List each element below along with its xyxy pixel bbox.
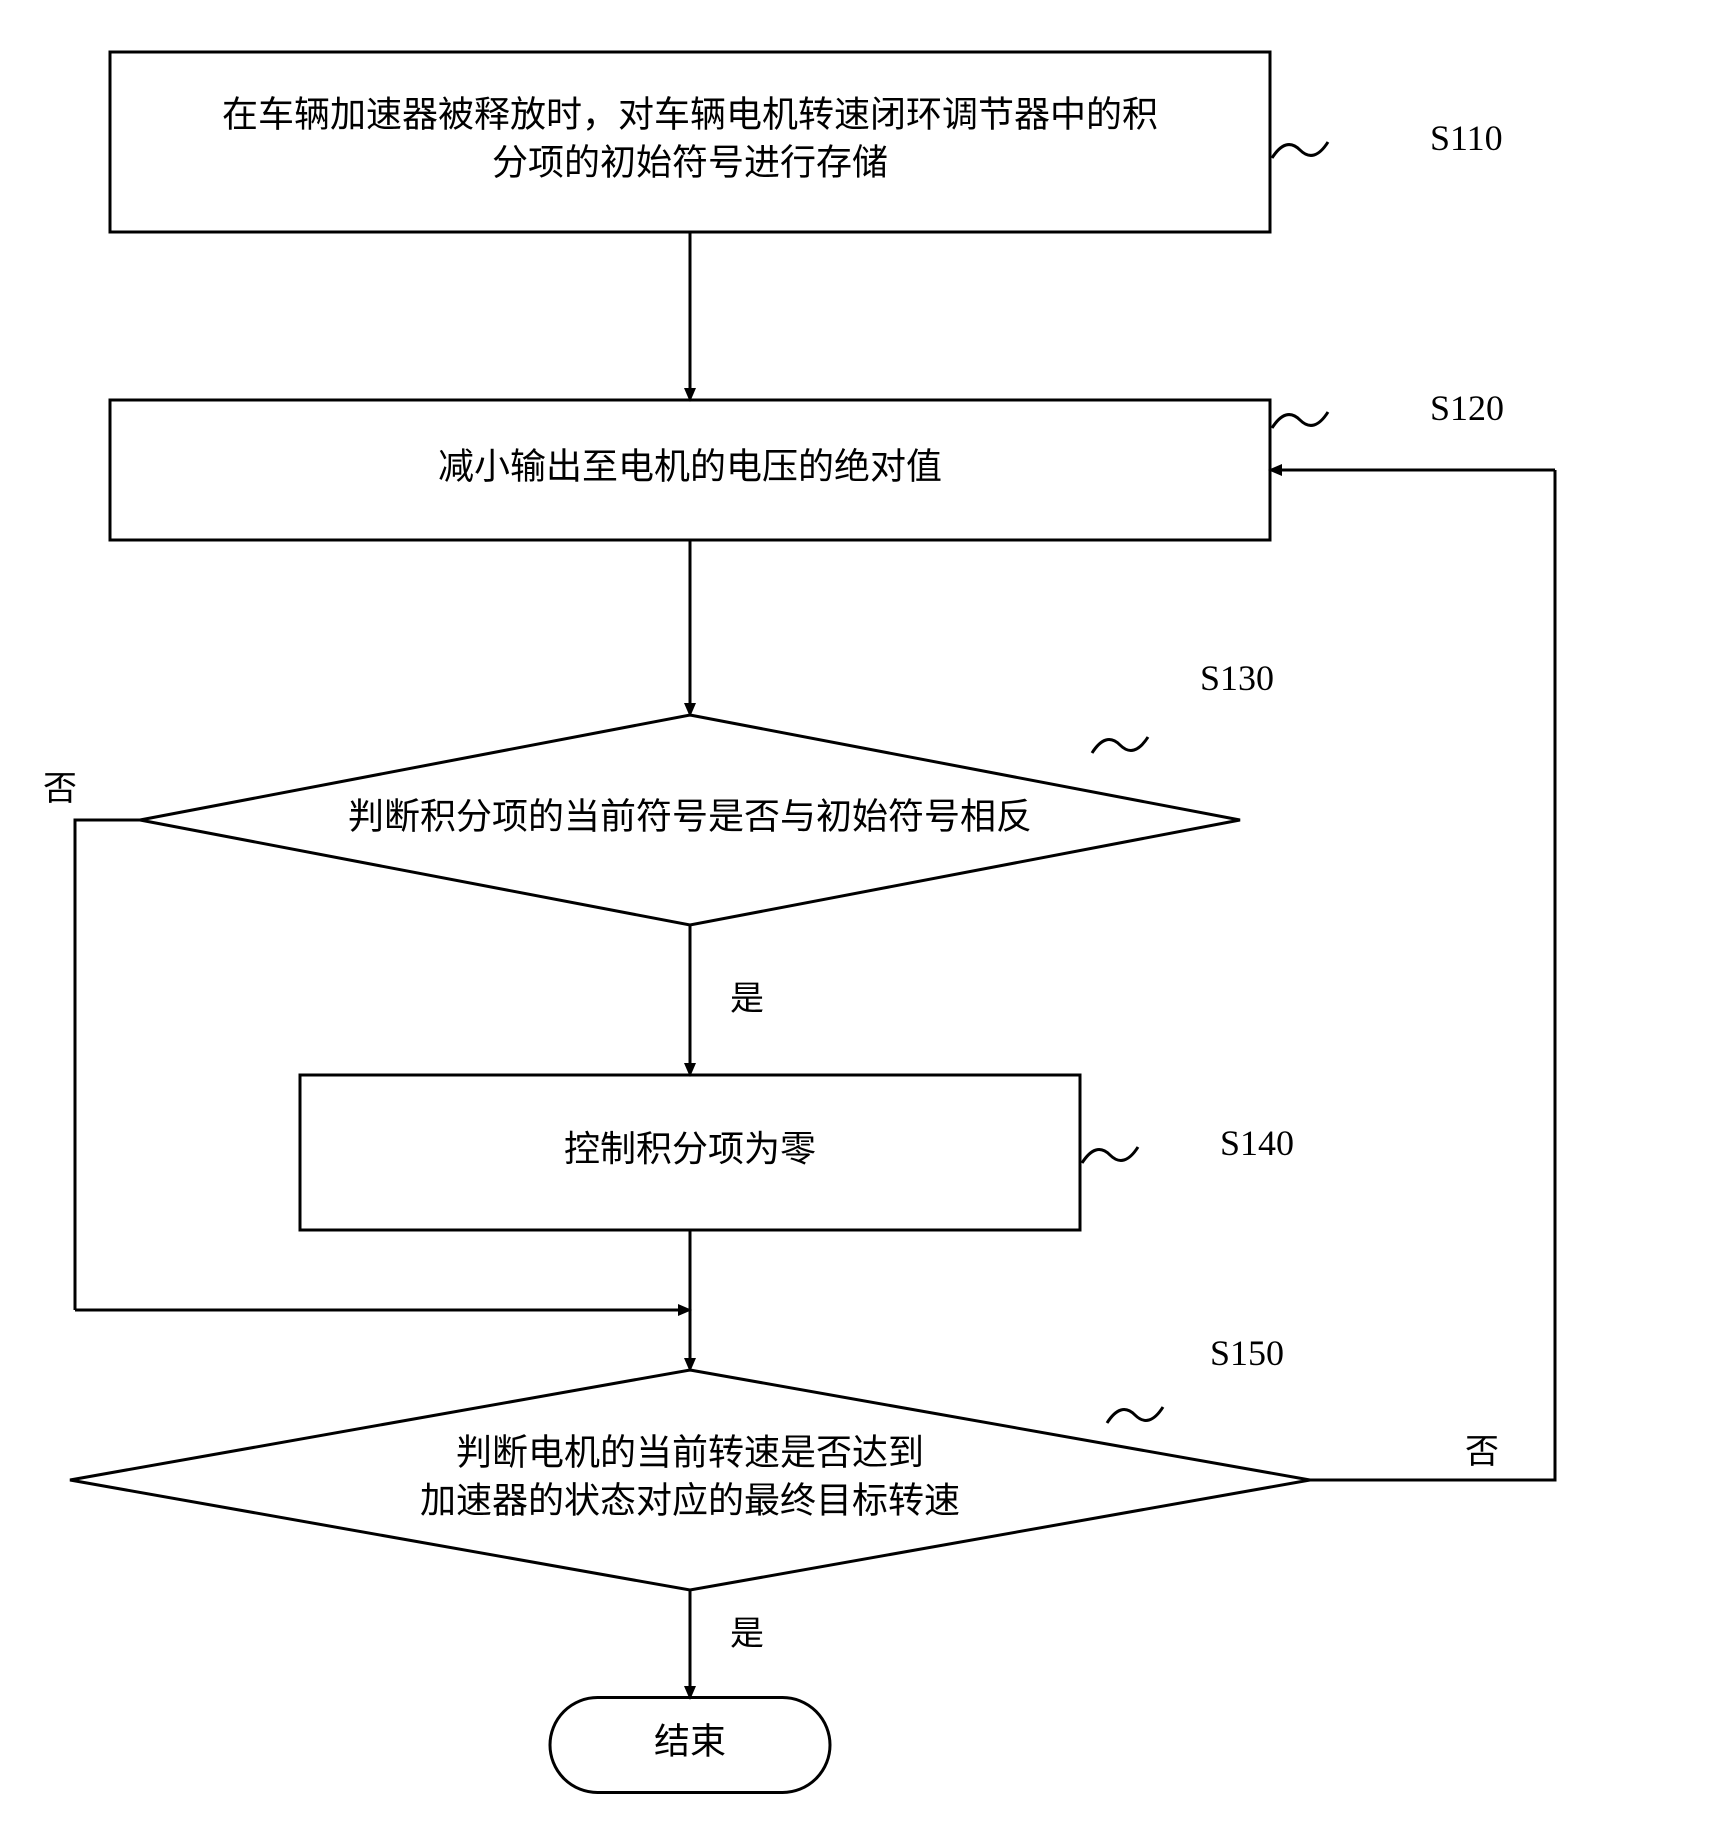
step-label-s130: S130 — [1200, 658, 1274, 698]
svg-text:加速器的状态对应的最终目标转速: 加速器的状态对应的最终目标转速 — [420, 1480, 960, 1520]
svg-text:否: 否 — [1465, 1434, 1499, 1471]
svg-text:减小输出至电机的电压的绝对值: 减小输出至电机的电压的绝对值 — [438, 446, 942, 486]
step-label-s140: S140 — [1220, 1123, 1294, 1163]
step-label-s110: S110 — [1430, 118, 1503, 158]
svg-text:分项的初始符号进行存储: 分项的初始符号进行存储 — [492, 142, 888, 182]
svg-text:判断电机的当前转速是否达到: 判断电机的当前转速是否达到 — [456, 1432, 924, 1472]
svg-text:是: 是 — [730, 1616, 764, 1653]
svg-text:结束: 结束 — [654, 1721, 726, 1761]
step-label-s120: S120 — [1430, 388, 1504, 428]
svg-text:控制积分项为零: 控制积分项为零 — [564, 1129, 816, 1169]
svg-text:在车辆加速器被释放时，对车辆电机转速闭环调节器中的积: 在车辆加速器被释放时，对车辆电机转速闭环调节器中的积 — [222, 94, 1158, 134]
svg-text:是: 是 — [730, 981, 764, 1018]
svg-text:否: 否 — [43, 771, 77, 808]
svg-text:判断积分项的当前符号是否与初始符号相反: 判断积分项的当前符号是否与初始符号相反 — [348, 796, 1032, 836]
step-label-s150: S150 — [1210, 1333, 1284, 1373]
flowchart: 在车辆加速器被释放时，对车辆电机转速闭环调节器中的积分项的初始符号进行存储 S11… — [0, 0, 1713, 1824]
